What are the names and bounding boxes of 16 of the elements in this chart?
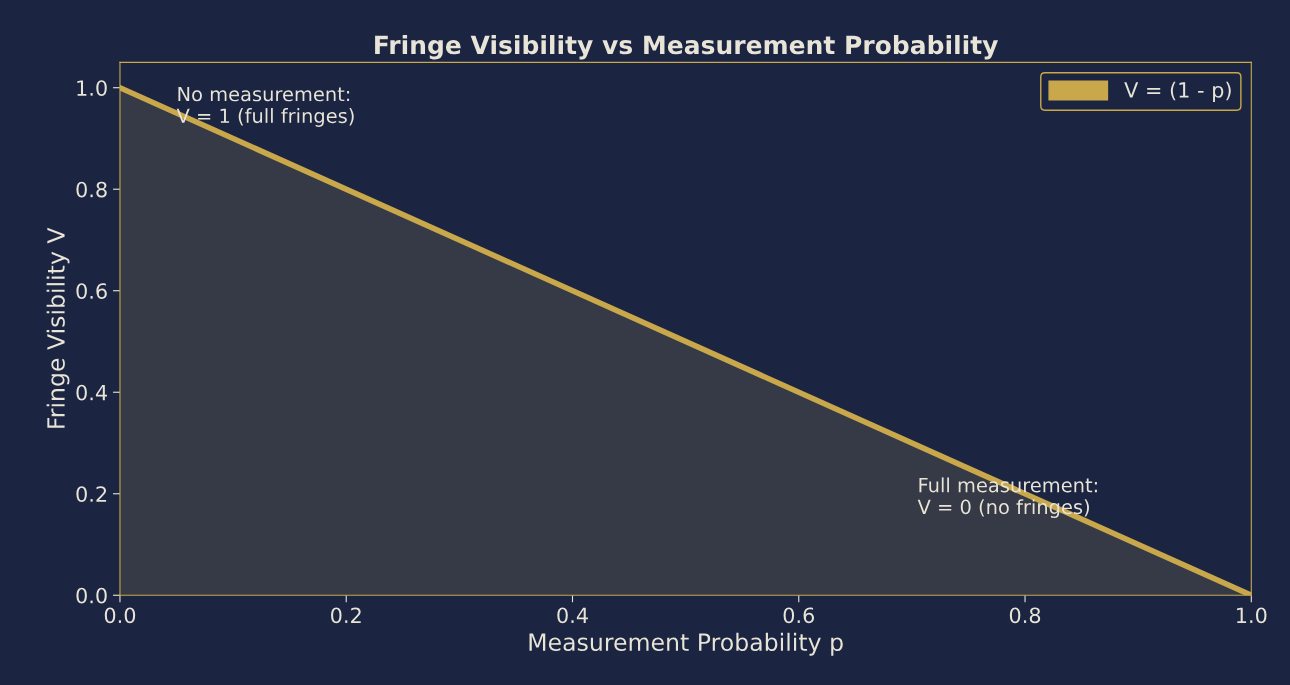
- y-axis-title: Fringe Visibility V: [46, 227, 70, 428]
- x-tick-label: 0.2: [331, 607, 361, 624]
- x-tick-label: 0.8: [1009, 607, 1041, 624]
- y-tick-label: 0.2: [76, 486, 107, 502]
- chart-title: Fringe Visibility vs Measurement Probability: [375, 35, 999, 60]
- x-tick-label: 0.6: [783, 607, 815, 624]
- y-tick-label: 0.4: [76, 384, 107, 401]
- x-axis-title: Measurement Probability p: [529, 632, 843, 656]
- y-tick-label: 0.0: [76, 587, 107, 604]
- y-tick-label: 0.8: [76, 181, 107, 198]
- legend-label: V = (1 - p): [1124, 81, 1231, 102]
- x-tick-label: 0.4: [557, 607, 588, 624]
- y-tick-label: 0.6: [76, 283, 107, 299]
- x-tick-label: 1.0: [1237, 607, 1267, 624]
- y-tick-label: 1.0: [77, 80, 107, 96]
- x-tick-label: 0.0: [104, 607, 136, 624]
